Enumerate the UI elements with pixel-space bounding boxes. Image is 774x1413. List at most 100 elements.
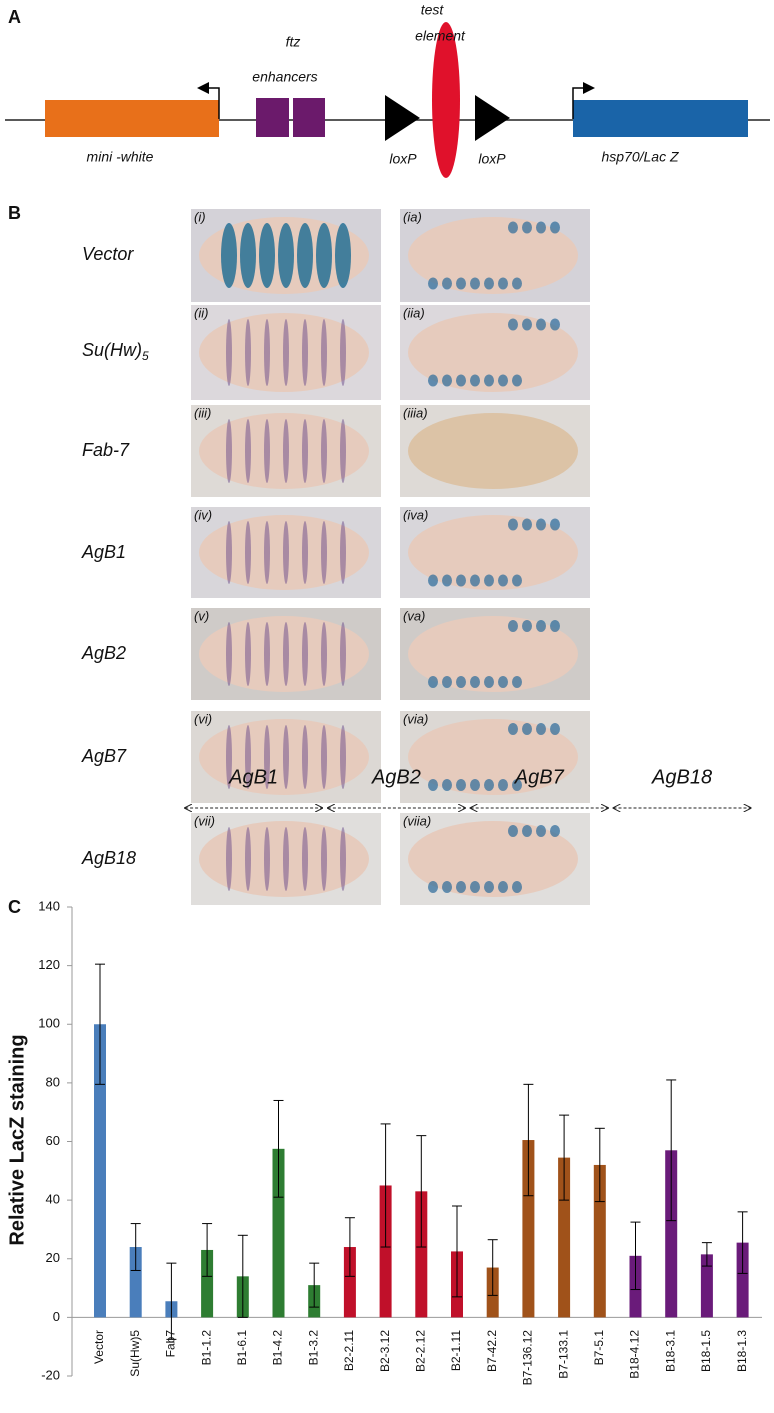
bar <box>129 1247 142 1318</box>
row-name: AgB1 <box>81 542 126 562</box>
y-tick-label: 60 <box>46 1133 60 1148</box>
bar <box>201 1249 214 1318</box>
y-tick-label: 0 <box>53 1309 60 1324</box>
panel-label: C <box>8 897 21 917</box>
stripe <box>498 881 508 893</box>
x-tick-label: B7-5.1 <box>592 1330 606 1366</box>
stripe <box>321 319 327 386</box>
stripe <box>226 827 232 891</box>
error-bar <box>130 1223 141 1271</box>
x-tick-label: B7-136.12 <box>521 1330 535 1386</box>
row-label: AgB18 <box>81 848 136 868</box>
stripe <box>484 277 494 290</box>
panel-c: C -20 0 20 40 60 80 100 120 140 Relative LacZ sta… <box>6 766 762 1385</box>
embryo <box>408 515 578 590</box>
stripe <box>283 521 289 584</box>
stripe <box>240 223 256 288</box>
stripe <box>470 574 480 587</box>
stripe <box>442 881 452 893</box>
stripe <box>508 723 518 735</box>
stripe <box>264 827 270 891</box>
x-tick-label: B1-1.2 <box>199 1330 213 1366</box>
error-bar <box>452 1205 462 1298</box>
stripe <box>498 676 508 688</box>
stripe <box>245 319 251 386</box>
label: loxP <box>478 151 506 167</box>
stripe <box>245 622 251 686</box>
stripe <box>522 221 532 234</box>
bar <box>665 1150 678 1318</box>
stripe <box>508 518 518 531</box>
label: mini -white <box>87 149 154 165</box>
stripe <box>498 574 508 587</box>
x-tick-label: B18-1.5 <box>699 1330 713 1372</box>
label: test <box>421 2 445 18</box>
embryo <box>408 719 578 795</box>
image-label: (vi) <box>194 711 212 726</box>
stripe <box>302 319 308 386</box>
panel-b: B Vector (i) (ia) Su(Hw)5 (ii) (iia) Fab-7 (iii… <box>8 203 590 905</box>
stripe <box>484 374 494 387</box>
error-bar <box>309 1262 320 1308</box>
stripe <box>302 622 308 686</box>
x-tick-label: B18-4.12 <box>628 1330 642 1379</box>
stripe <box>340 419 346 483</box>
row-label: Fab-7 <box>82 440 130 460</box>
promoter-arrow <box>197 82 220 119</box>
x-tick-label: B2-3.12 <box>378 1330 392 1372</box>
stripe <box>297 223 313 288</box>
error-bar <box>273 1099 284 1198</box>
image-label: (via) <box>403 711 428 726</box>
stripe <box>470 374 480 387</box>
stripe <box>522 518 532 531</box>
stripe <box>456 374 466 387</box>
error-bar <box>416 1135 427 1248</box>
stripe <box>264 622 270 686</box>
stripe <box>456 574 466 587</box>
bar <box>522 1140 535 1318</box>
stripe <box>278 223 294 288</box>
enhancer <box>293 98 325 137</box>
stripe <box>470 779 480 791</box>
stripe <box>550 518 560 531</box>
stripe <box>512 881 522 893</box>
row-label: Su(Hw)5 <box>82 340 149 363</box>
row-label: Vector <box>82 244 134 264</box>
stripe <box>470 676 480 688</box>
stripe <box>498 779 508 791</box>
error-bar <box>95 963 105 1085</box>
row-name: AgB7 <box>81 746 127 766</box>
stripe <box>283 622 289 686</box>
embryo <box>408 413 578 489</box>
mini-white-gene <box>45 100 219 137</box>
error-bar <box>630 1221 641 1291</box>
embryo <box>408 616 578 692</box>
stripe <box>226 319 232 386</box>
x-tick-label: Fab7 <box>164 1330 178 1358</box>
label: enhancers <box>252 69 317 85</box>
enhancer <box>256 98 289 137</box>
y-tick-label: 20 <box>46 1250 60 1265</box>
image-label: (va) <box>403 608 425 623</box>
stripe <box>302 419 308 483</box>
test-element <box>432 22 460 178</box>
bar <box>700 1254 713 1318</box>
embryo <box>408 821 578 897</box>
bar <box>343 1247 356 1318</box>
row-name: Su(Hw) <box>82 340 142 360</box>
error-bar <box>594 1127 605 1203</box>
error-bar <box>701 1242 712 1267</box>
stripe <box>340 725 346 789</box>
image-label: (ii) <box>194 305 208 320</box>
y-tick-label: 140 <box>38 898 60 913</box>
image-label: (ia) <box>403 209 422 224</box>
x-tick-label: B18-3.1 <box>663 1330 677 1372</box>
stripe <box>321 622 327 686</box>
row-name: AgB18 <box>81 848 136 868</box>
row-subscript: 5 <box>142 349 149 363</box>
image-label: (iva) <box>403 507 428 522</box>
stripe <box>321 827 327 891</box>
error-bar <box>523 1083 534 1197</box>
label: hsp70/Lac Z <box>601 149 678 165</box>
